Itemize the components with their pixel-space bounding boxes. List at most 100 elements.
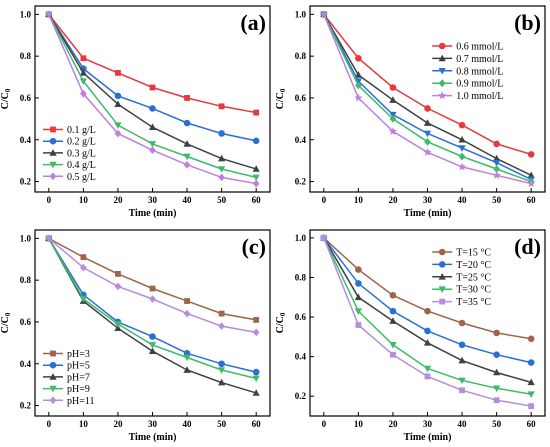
series-line-0 <box>48 237 257 321</box>
data-point-s2-1 <box>354 293 362 301</box>
legend-swatch-marker <box>438 248 446 256</box>
data-point-s4-3 <box>423 147 432 156</box>
data-point-s1-1 <box>355 280 362 287</box>
chart-panel-a: 0 10 20 30 40 50 60 0.2 0.4 0.6 0.8 1.0 Time (min) C/… <box>0 5 271 219</box>
data-point-s4-0 <box>45 234 53 243</box>
x-tick-label: 10 <box>79 419 89 429</box>
data-point-s4-2 <box>114 282 122 291</box>
x-tick-label: 40 <box>183 195 193 205</box>
legend-label: 0.3 g/L <box>67 148 96 159</box>
legend-label: T=15 °C <box>456 248 491 259</box>
x-tick-label: 0 <box>47 195 52 205</box>
x-tick-label: 10 <box>354 419 364 429</box>
series-line-1 <box>48 13 257 142</box>
data-point-s2-4 <box>183 366 191 373</box>
data-point-s4-5 <box>493 397 500 404</box>
legend-swatch-marker <box>49 396 57 405</box>
legend-swatch-marker <box>438 261 446 268</box>
legend-swatch-marker <box>49 137 57 145</box>
x-tick-label: 60 <box>527 195 537 205</box>
data-point-s0-2 <box>389 291 397 299</box>
y-tick-label: 1.0 <box>295 233 307 243</box>
data-point-s3-2 <box>389 114 397 123</box>
data-point-s2-2 <box>114 100 122 108</box>
data-point-s1-5 <box>218 360 225 368</box>
data-point-s2-6 <box>252 389 260 396</box>
chart-panel-d: 0 10 20 30 40 50 60 0.2 0.4 0.6 0.8 1.0 Time (min) C/… <box>275 229 546 443</box>
legend-swatch-marker <box>49 361 57 369</box>
legend-swatch-marker <box>438 79 446 88</box>
data-point-s1-4 <box>458 341 466 349</box>
legend-label: 0.9 mmol/L <box>456 79 503 90</box>
x-tick-label: 20 <box>388 195 398 205</box>
legend-swatch-marker <box>438 54 446 62</box>
data-point-s0-5 <box>493 140 500 148</box>
x-tick-label: 40 <box>458 419 468 429</box>
x-tick-label: 60 <box>252 419 262 429</box>
y-axis-title: C/C0 <box>0 88 12 109</box>
data-point-s3-1 <box>79 296 87 303</box>
y-tick-label: 1.0 <box>20 233 32 243</box>
legend: 0.1 g/L0.2 g/L0.3 g/L0.4 g/L0.5 g/L <box>43 125 96 183</box>
data-point-s1-2 <box>114 92 122 100</box>
data-point-s1-6 <box>252 137 260 145</box>
data-point-s1-6 <box>252 368 260 376</box>
data-point-s1-6 <box>527 359 535 366</box>
legend-label: 0.7 mmol/L <box>456 54 503 65</box>
legend-label: 0.8 mmol/L <box>456 66 503 77</box>
y-axis-title: C/C0 <box>275 88 287 109</box>
legend-label: T=35 °C <box>456 297 491 308</box>
chart-panel-c: 0 10 20 30 40 50 60 0.2 0.4 0.6 0.8 1.0 Time (min) C/… <box>0 229 271 443</box>
legend-swatch-marker <box>439 298 446 305</box>
x-axis-title: Time (min) <box>129 208 177 219</box>
data-point-s0-3 <box>424 307 431 315</box>
y-tick-label: 0.2 <box>20 177 32 187</box>
legend-swatch-marker <box>49 149 57 156</box>
data-point-s0-3 <box>424 105 431 112</box>
legend-label: 0.4 g/L <box>67 160 96 171</box>
data-point-s3-3 <box>148 141 157 148</box>
data-point-s0-2 <box>115 69 121 76</box>
y-axis-title-subscript: 0 <box>279 88 287 92</box>
legend-swatch-marker <box>49 373 57 380</box>
data-point-s4-2 <box>390 351 396 358</box>
data-point-s0-5 <box>218 310 225 317</box>
data-point-s4-4 <box>183 309 191 318</box>
data-point-s1-5 <box>493 351 500 358</box>
legend-label: pH=7 <box>67 372 90 383</box>
data-point-s4-4 <box>459 387 465 394</box>
data-point-s1-2 <box>389 96 397 103</box>
y-axis-title-subscript: 0 <box>4 312 12 316</box>
legend: T=15 °CT=20 °CT=25 °C T=30 °CT=35 °C <box>432 248 491 308</box>
data-point-s4-1 <box>80 89 87 98</box>
data-point-s2-3 <box>148 347 157 355</box>
data-point-s4-3 <box>149 295 156 303</box>
data-point-s2-5 <box>218 154 226 162</box>
y-tick-label: 0.8 <box>20 51 32 61</box>
data-point-s0-2 <box>389 84 397 91</box>
x-tick-label: 30 <box>423 195 433 205</box>
data-point-s3-6 <box>252 174 260 182</box>
legend: pH=3pH=5pH=7pH=9pH=11 <box>43 349 95 407</box>
data-point-s4-3 <box>149 146 156 155</box>
y-axis-title-subscript: 0 <box>279 312 287 316</box>
data-point-s1-3 <box>423 119 432 126</box>
legend-swatch-marker <box>438 42 446 50</box>
x-tick-label: 10 <box>354 195 364 205</box>
data-point-s3-3 <box>424 137 431 146</box>
data-point-s3-1 <box>355 81 362 90</box>
data-point-s0-6 <box>253 109 260 116</box>
series-line-4 <box>48 237 257 334</box>
data-point-s1-5 <box>218 130 225 137</box>
data-point-s3-6 <box>527 391 535 399</box>
data-point-s4-1 <box>80 263 87 272</box>
data-point-s3-2 <box>389 341 397 349</box>
data-point-s2-5 <box>218 378 226 386</box>
y-tick-label: 0.6 <box>295 312 307 322</box>
data-point-s4-0 <box>45 10 53 19</box>
data-point-s1-5 <box>493 154 501 162</box>
data-point-s4-6 <box>252 179 260 188</box>
x-tick-label: 0 <box>47 419 52 429</box>
data-point-s1-4 <box>183 119 191 127</box>
x-tick-label: 50 <box>492 419 502 429</box>
